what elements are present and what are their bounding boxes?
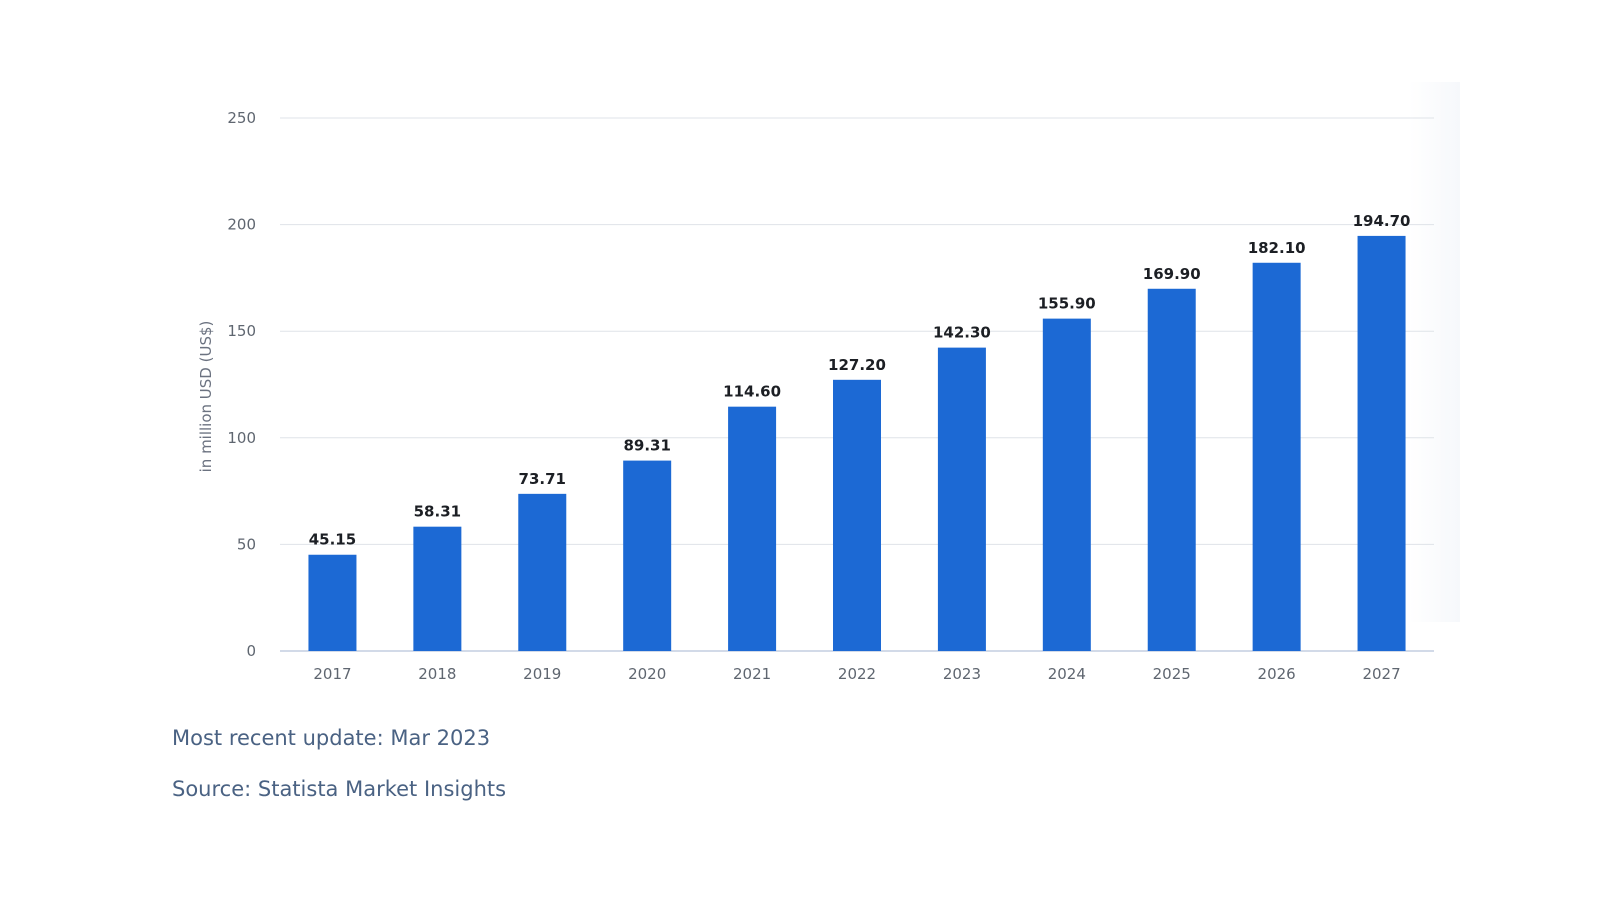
bar-value-label: 142.30 [933,324,991,342]
y-tick-label: 0 [246,642,256,660]
x-tick-label: 2017 [313,665,351,683]
x-tick-label: 2022 [838,665,876,683]
source-note: Source: Statista Market Insights [172,777,507,801]
bar-2018[interactable] [413,526,462,651]
bar-2019[interactable] [518,493,567,651]
bar-value-label: 169.90 [1143,265,1201,283]
bar-2022[interactable] [833,379,881,651]
bar-chart: 0 50 100 150 200 250 45.15 58.31 73.71 89.31 114.… [197,109,1434,683]
bar-value-label: 155.90 [1038,295,1096,313]
bar-2020[interactable] [623,460,672,651]
update-note: Most recent update: Mar 2023 [172,726,491,750]
bar-2024[interactable] [1042,318,1091,651]
bar-value-label: 114.60 [723,383,781,401]
bar-value-label: 127.20 [828,356,886,374]
x-tick-label: 2024 [1048,665,1086,683]
bar-2027[interactable] [1357,235,1406,651]
x-tick-label: 2020 [628,665,666,683]
x-tick-label: 2019 [523,665,561,683]
x-tick-label: 2025 [1153,665,1191,683]
bar-value-label: 58.31 [414,503,461,521]
y-tick-label: 250 [227,109,256,127]
y-tick-label: 150 [227,322,256,340]
x-axis-ticks: 2017 2018 2019 2020 2021 2022 2023 2024 2025 2026… [313,665,1400,683]
bar-2023[interactable] [937,347,986,651]
x-tick-label: 2023 [943,665,981,683]
bar-2017[interactable] [308,554,357,651]
bar-value-labels: 45.15 58.31 73.71 89.31 114.60 127.20 142.30 15… [309,212,1411,549]
y-axis-ticks: 0 50 100 150 200 250 [227,109,256,660]
y-axis-label: in million USD (US$) [197,321,215,473]
bar-2021[interactable] [728,406,777,651]
x-tick-label: 2027 [1362,665,1400,683]
bar-value-label: 73.71 [519,470,566,488]
y-tick-label: 50 [237,535,256,553]
y-tick-label: 200 [227,216,256,234]
bar-2026[interactable] [1252,262,1301,651]
bar-2025[interactable] [1147,288,1196,651]
x-tick-label: 2018 [418,665,456,683]
bar-value-label: 89.31 [623,437,670,455]
bar-value-label: 194.70 [1353,212,1411,230]
chart-panel [178,82,1460,622]
y-tick-label: 100 [227,429,256,447]
bars [308,235,1406,651]
x-tick-label: 2021 [733,665,771,683]
bar-value-label: 45.15 [309,531,356,549]
bar-value-label: 182.10 [1248,239,1306,257]
x-tick-label: 2026 [1258,665,1296,683]
